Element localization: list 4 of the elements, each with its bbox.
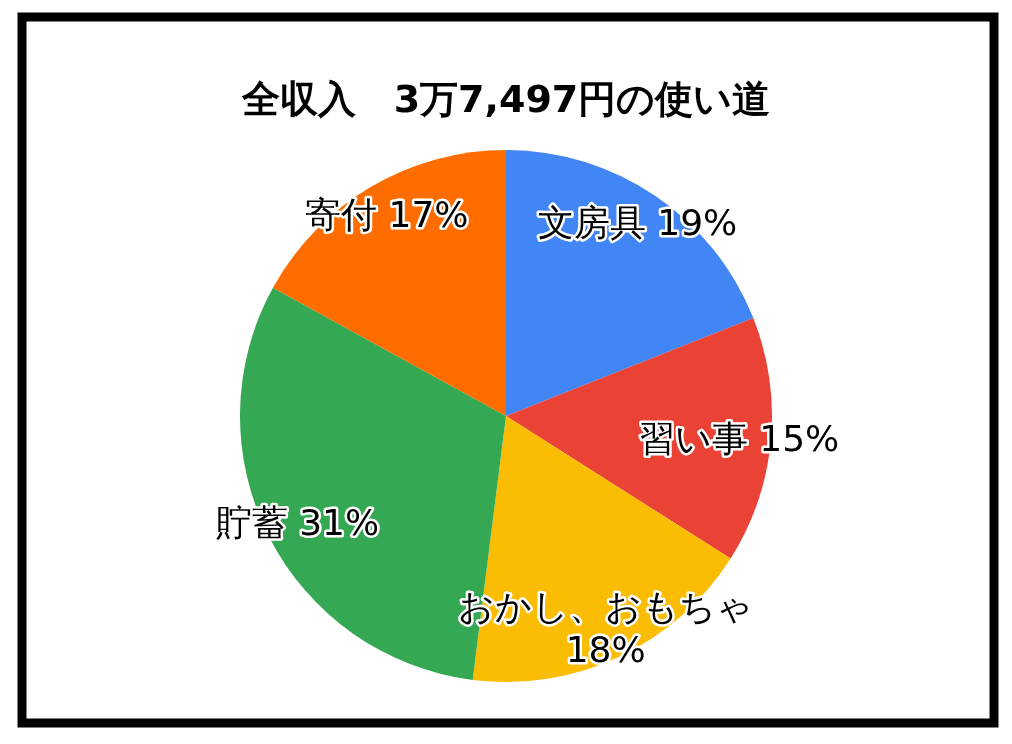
data-label: 18% bbox=[565, 629, 646, 670]
pie-slice bbox=[272, 150, 506, 416]
chart-title: 全収入 3万7,497円の使い道 bbox=[240, 77, 771, 121]
pie-slice bbox=[506, 150, 754, 416]
